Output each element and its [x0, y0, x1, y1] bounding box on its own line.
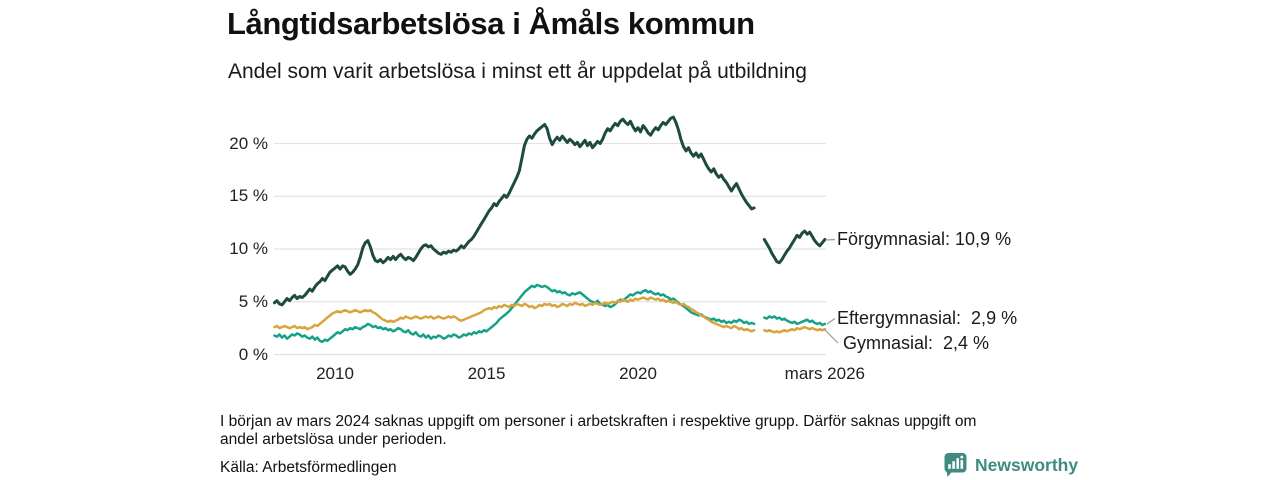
bar-chart-speech-bubble-icon — [944, 453, 967, 477]
footnote-line-1: I början av mars 2024 saknas uppgift om … — [220, 413, 977, 430]
page-subtitle: Andel som varit arbetslösa i minst ett å… — [228, 60, 807, 83]
source-credit: Källa: Arbetsförmedlingen — [220, 459, 397, 476]
series-label-eftergymnasial: Eftergymnasial: 2,9 % — [837, 308, 1018, 328]
footnote-line-2: andel arbetslösa under perioden. — [220, 431, 447, 448]
x-tick-label: 2015 — [467, 364, 506, 383]
x-tick-label: 2010 — [316, 364, 354, 383]
x-tick-label: mars 2026 — [784, 364, 866, 383]
page-title: Långtidsarbetslösa i Åmåls kommun — [227, 6, 755, 41]
brand-name: Newsworthy — [975, 454, 1079, 475]
y-tick-label: 10 % — [229, 239, 268, 258]
y-tick-label: 5 % — [238, 291, 268, 311]
y-tick-label: 20 % — [229, 133, 268, 153]
series-label-gymnasial: Gymnasial: 2,4 % — [843, 333, 990, 353]
newsworthy-logo: Newsworthy — [943, 452, 1078, 478]
series-label-forgymnasial: Förgymnasial: 10,9 % — [837, 229, 1012, 249]
y-tick-label: 0 % — [238, 344, 268, 364]
x-tick-label: 2020 — [619, 364, 657, 383]
y-tick-label: 15 % — [229, 186, 268, 206]
